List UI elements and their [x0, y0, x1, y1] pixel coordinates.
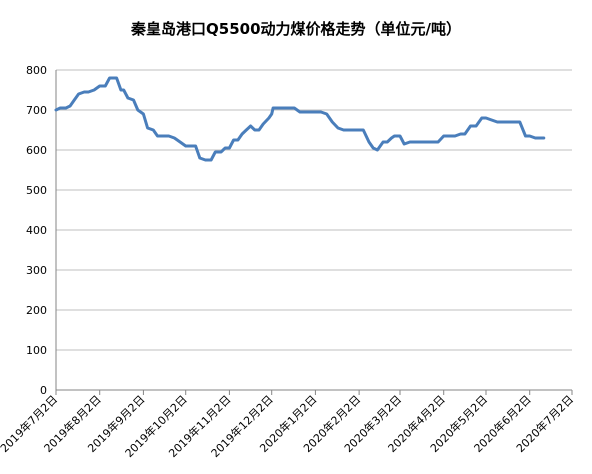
y-tick-label: 700: [26, 104, 47, 117]
y-tick-label: 600: [26, 144, 47, 157]
price-series-line: [54, 76, 546, 162]
y-tick-label: 800: [26, 64, 47, 77]
y-tick-label: 100: [26, 344, 47, 357]
y-tick-label: 300: [26, 264, 47, 277]
y-tick-label: 400: [26, 224, 47, 237]
chart-title: 秦皇岛港口Q5500动力煤价格走势（单位元/吨）: [131, 20, 461, 38]
y-tick-label: 500: [26, 184, 47, 197]
y-tick-label: 200: [26, 304, 47, 317]
y-tick-label: 0: [40, 384, 47, 397]
